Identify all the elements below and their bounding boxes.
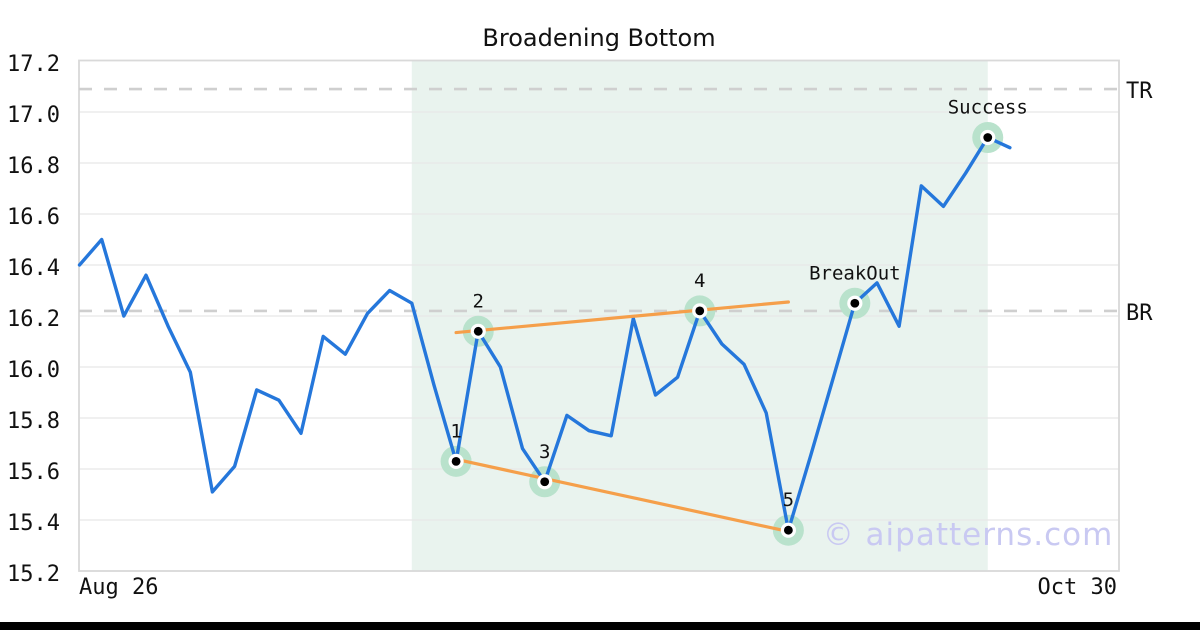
point-label-1: 1 [450,420,461,442]
y-tick-label: 15.2 [7,562,60,587]
point-marker-BreakOut [850,298,860,308]
point-label-3: 3 [539,441,550,463]
x-axis-tick-start-date: Aug 26 [79,575,159,600]
point-marker-Success [983,133,993,142]
y-tick-label: 15.6 [7,460,60,485]
ref-label-TR: TR [1126,79,1153,104]
y-tick-label: 15.8 [7,409,60,434]
trendline-lower [454,457,790,534]
y-tick-label: 16.0 [7,358,60,383]
point-marker-5 [783,525,793,535]
trendline-upper [454,300,790,335]
point-marker-3 [540,477,550,487]
point-marker-4 [695,306,705,316]
chart-title: Broadening Bottom [482,24,716,52]
x-axis-tick-end-date: Oct 30 [1037,575,1117,600]
point-label-5: 5 [783,489,794,511]
y-tick-label: 17.2 [7,52,60,77]
watermark: © aipatterns.com [822,517,1114,553]
y-tick-label: 16.4 [7,256,60,281]
y-tick-label: 17.0 [7,103,60,128]
point-label-BreakOut: BreakOut [809,262,901,284]
y-tick-label: 16.2 [7,307,60,332]
point-label-4: 4 [694,270,705,292]
point-label-2: 2 [473,290,484,312]
y-tick-label: 16.8 [7,154,60,179]
y-tick-label: 15.4 [7,511,60,536]
plot-border [78,59,1120,572]
point-label-Success: Success [948,97,1028,119]
y-tick-label: 16.6 [7,205,60,230]
ref-label-BR: BR [1126,301,1153,326]
footer-bar [0,622,1200,630]
point-marker-1 [451,456,461,466]
point-marker-2 [473,326,483,336]
